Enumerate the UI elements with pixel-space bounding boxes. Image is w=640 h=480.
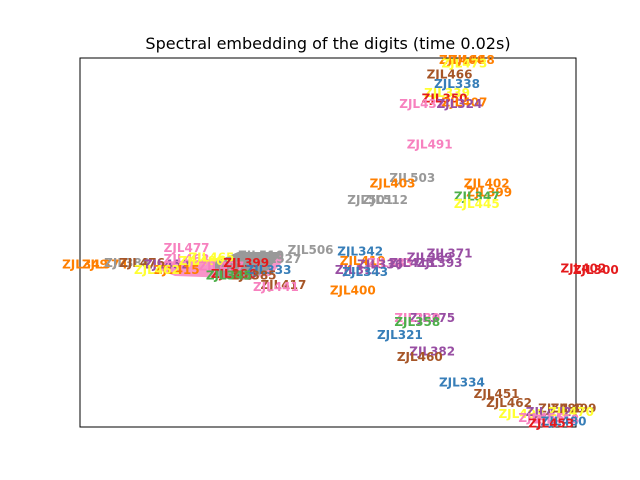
point-label: ZJL369 — [407, 250, 453, 264]
point-label: ZJL419 — [340, 254, 386, 268]
point-label: ZJL403 — [370, 177, 416, 191]
point-label: ZJL510 — [238, 248, 284, 262]
point-label: ZJL448 — [449, 53, 495, 67]
point-label: ZJL441 — [253, 280, 299, 294]
chart-title: Spectral embedding of the digits (time 0… — [145, 34, 510, 53]
point-label: ZJL338 — [434, 77, 480, 91]
point-label: ZJL347 — [454, 189, 500, 203]
point-label: ZJL371 — [427, 247, 473, 261]
point-label: ZJL385 — [231, 269, 277, 283]
point-label: ZJL476 — [119, 256, 165, 270]
point-label: ZJL402 — [560, 261, 606, 275]
point-label: ZJL480 — [541, 415, 587, 429]
point-label: ZJL330 — [394, 311, 440, 325]
point-label: ZJL460 — [397, 350, 443, 364]
point-label: ZJL324 — [436, 97, 482, 111]
point-label: ZJL417 — [260, 278, 306, 292]
point-label: ZJL503 — [389, 171, 435, 185]
point-label: ZJL458 — [533, 413, 579, 427]
point-labels: ZJL466ZJL448ZJL473ZJL466ZJL338ZJL339ZJL3… — [62, 53, 619, 430]
point-label: ZJL477 — [164, 241, 210, 255]
point-label: ZJL480 — [179, 254, 225, 268]
point-label: ZJL339 — [424, 86, 470, 100]
point-label: ZJL382 — [409, 344, 455, 358]
plot-area-frame — [79, 57, 577, 428]
point-label: ZJL415 — [154, 263, 200, 277]
point-label: ZJL463 — [164, 252, 210, 266]
point-label: ZJL462 — [134, 263, 180, 277]
point-label: ZJL388 — [104, 256, 150, 270]
point-label: ZJL493 — [498, 407, 544, 421]
point-label: ZJL399 — [223, 256, 269, 270]
point-label: ZJL527 — [255, 252, 301, 266]
point-label: ZJL466 — [427, 68, 473, 82]
point-label: ZJL343 — [342, 265, 388, 279]
point-label: ZJL345 — [206, 269, 252, 283]
point-label: ZJL383 — [367, 256, 413, 270]
point-label: ZJL452 — [144, 258, 190, 272]
point-label: ZJL402 — [464, 177, 510, 191]
point-label: ZJL334 — [439, 376, 485, 390]
point-label: ZJL374 — [82, 258, 128, 272]
point-label: ZJL311 — [335, 263, 381, 277]
point-label: ZJL451 — [474, 387, 520, 401]
point-label: ZJL512 — [362, 193, 408, 207]
point-label: ZJL300 — [573, 263, 619, 277]
point-label: ZJL400 — [330, 284, 376, 298]
point-label: ZJL407 — [441, 95, 487, 109]
point-label: ZJL375 — [409, 311, 455, 325]
point-label: ZJL321 — [377, 328, 423, 342]
dense-cluster-overlap — [160, 252, 284, 280]
point-label: ZJL462 — [486, 396, 532, 410]
point-label: ZJL466 — [439, 53, 485, 67]
point-label: ZJL497 — [198, 260, 244, 274]
point-label: ZJL488 — [538, 402, 584, 416]
point-label: ZJL336 — [357, 258, 403, 272]
point-label: ZJL333 — [246, 263, 292, 277]
point-label: ZJL386 — [211, 267, 257, 281]
point-label: ZJL491 — [407, 138, 453, 152]
point-label: ZJL445 — [454, 197, 500, 211]
point-label: ZJL499 — [551, 402, 597, 416]
point-label: ZJL501 — [347, 193, 393, 207]
point-label: ZJL350 — [422, 92, 468, 106]
point-label: ZJL455 — [518, 411, 564, 425]
point-label: ZJL399 — [466, 186, 512, 200]
point-label: ZJL506 — [288, 243, 334, 257]
point-label: ZJL393 — [417, 256, 463, 270]
point-label: ZJL349 — [62, 258, 108, 272]
point-label: ZJL358 — [394, 315, 440, 329]
point-label: ZJL470 — [548, 405, 594, 419]
point-label: ZJL472 — [526, 405, 572, 419]
point-label: ZJL465 — [188, 250, 234, 264]
point-label: ZJL342 — [337, 245, 383, 259]
point-label: ZJL473 — [441, 57, 487, 71]
point-label: ZJL413 — [389, 256, 435, 270]
point-label: ZJL453 — [528, 416, 574, 430]
point-label: ZJL437 — [399, 97, 445, 111]
